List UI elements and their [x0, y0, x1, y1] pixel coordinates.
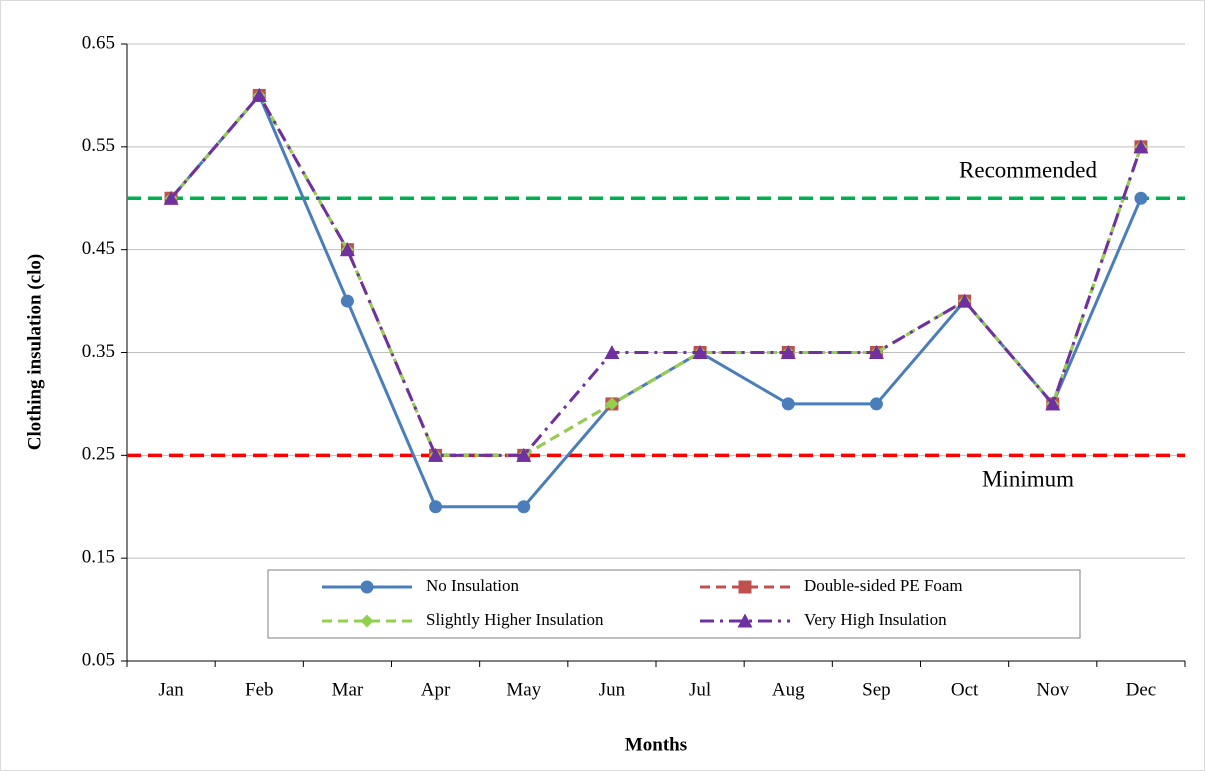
marker	[251, 87, 267, 102]
reference-label: Recommended	[959, 158, 1097, 183]
marker	[339, 242, 355, 257]
reference-label: Minimum	[982, 467, 1074, 492]
x-tick-label: Jun	[599, 679, 626, 700]
x-tick-label: Aug	[772, 679, 805, 700]
legend-box	[267, 569, 1081, 639]
x-tick-label: Sep	[862, 679, 891, 700]
legend-item: Very High Insulation	[700, 610, 947, 629]
marker	[957, 293, 973, 308]
marker	[428, 447, 444, 462]
x-tick-label: May	[506, 679, 541, 700]
legend-item: Double-sided PE Foam	[700, 576, 963, 595]
marker	[869, 397, 883, 411]
marker	[516, 447, 532, 462]
x-tick-label: Oct	[951, 679, 979, 700]
marker	[781, 397, 795, 411]
marker	[1045, 396, 1061, 411]
marker	[1134, 191, 1148, 205]
legend-item: No Insulation	[322, 576, 520, 595]
marker	[163, 190, 179, 205]
x-tick-label: Jan	[158, 679, 184, 700]
legend-label: No Insulation	[426, 576, 520, 595]
legend-label: Very High Insulation	[804, 610, 947, 629]
marker	[360, 614, 374, 628]
marker	[738, 580, 752, 594]
marker	[737, 613, 753, 628]
marker	[1133, 139, 1149, 154]
marker	[429, 500, 443, 514]
y-tick-label: 0.25	[82, 444, 115, 465]
marker	[517, 500, 531, 514]
x-axis-title: Months	[625, 734, 687, 755]
series-line	[169, 92, 1143, 509]
y-tick-label: 0.65	[82, 32, 115, 53]
marker	[604, 345, 620, 359]
marker	[360, 580, 374, 594]
y-axis-title: Clothing insulation (clo)	[24, 254, 45, 450]
x-tick-label: Feb	[245, 679, 274, 700]
legend-label: Slightly Higher Insulation	[426, 610, 604, 629]
y-tick-label: 0.05	[82, 649, 115, 670]
x-tick-label: Mar	[332, 679, 364, 700]
marker	[692, 345, 708, 359]
x-tick-label: Apr	[421, 679, 451, 700]
marker	[605, 397, 619, 411]
y-tick-label: 0.15	[82, 547, 115, 568]
x-tick-label: Dec	[1126, 679, 1157, 700]
y-tick-label: 0.35	[82, 341, 115, 362]
series-line	[169, 92, 1143, 457]
x-tick-label: Nov	[1036, 679, 1069, 700]
marker	[780, 345, 796, 359]
x-tick-label: Jul	[689, 679, 711, 700]
marker	[340, 294, 354, 308]
y-tick-label: 0.55	[82, 135, 115, 156]
y-tick-label: 0.45	[82, 238, 115, 259]
legend-label: Double-sided PE Foam	[804, 576, 963, 595]
marker	[868, 345, 884, 359]
legend-item: Slightly Higher Insulation	[322, 610, 604, 629]
